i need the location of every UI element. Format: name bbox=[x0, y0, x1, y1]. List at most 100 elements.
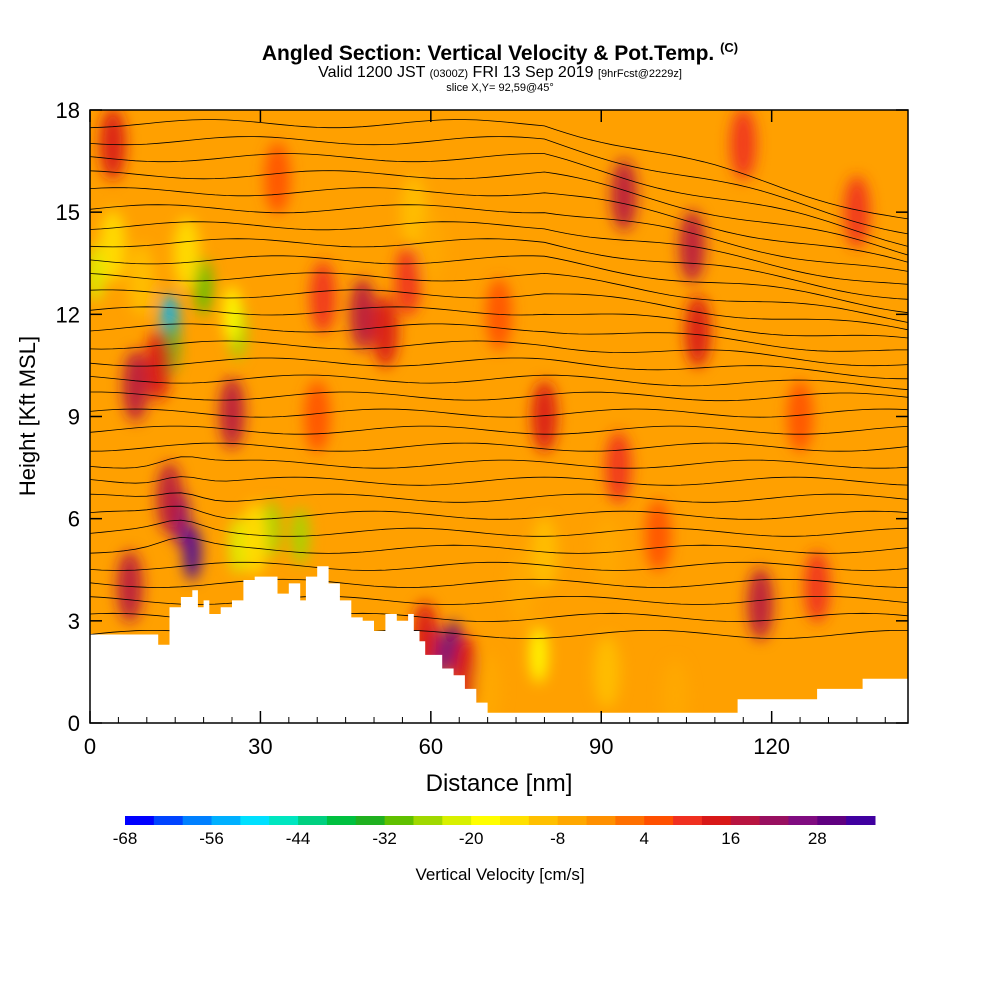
velocity-cell bbox=[219, 377, 246, 450]
colorbar-swatch bbox=[730, 816, 761, 825]
colorbar-tick-label: -32 bbox=[372, 829, 397, 848]
colorbar-tick-label: 4 bbox=[639, 829, 648, 848]
chart-title-block: Angled Section: Vertical Velocity & Pot.… bbox=[0, 36, 1000, 95]
isentrope-contour bbox=[90, 536, 908, 554]
velocity-cell bbox=[194, 259, 213, 316]
velocity-cell bbox=[747, 567, 774, 640]
isentrope-contour bbox=[90, 323, 908, 352]
isentrope-contour bbox=[90, 374, 908, 391]
velocity-cell bbox=[804, 550, 831, 623]
isentrope-contour bbox=[90, 492, 908, 503]
isentrope-contour bbox=[90, 238, 908, 300]
colorbar-swatch bbox=[615, 816, 645, 825]
colorbar-swatch bbox=[384, 816, 414, 825]
isentrope-contour bbox=[90, 170, 908, 256]
terrain-mask bbox=[90, 566, 908, 723]
colorbar-swatch bbox=[298, 816, 328, 825]
velocity-cell bbox=[395, 244, 422, 317]
velocity-cell bbox=[508, 550, 535, 623]
colorbar-swatch bbox=[211, 816, 241, 825]
y-tick-label: 0 bbox=[68, 711, 80, 736]
isentrope-contour bbox=[90, 408, 908, 418]
velocity-cell bbox=[730, 110, 757, 181]
isentrope-contour bbox=[90, 153, 908, 247]
velocity-cell bbox=[662, 659, 689, 723]
y-tick-label: 6 bbox=[68, 507, 80, 532]
isentrope-contour bbox=[90, 204, 908, 272]
isentrope-contour bbox=[90, 456, 908, 469]
isentrope-contour bbox=[90, 442, 908, 452]
colorbar-swatch bbox=[471, 816, 501, 825]
x-tick-label: 120 bbox=[753, 734, 790, 759]
y-tick-label: 18 bbox=[56, 98, 80, 123]
isentrope-contour bbox=[90, 505, 908, 520]
velocity-cell bbox=[529, 626, 548, 683]
isentrope-contour bbox=[90, 187, 908, 263]
velocity-cell bbox=[593, 635, 620, 708]
colorbar-tick-label: -44 bbox=[286, 829, 311, 848]
colorbar-swatch bbox=[586, 816, 616, 825]
colorbar-swatch bbox=[557, 816, 588, 825]
velocity-cell bbox=[372, 295, 399, 368]
colorbar-swatch bbox=[759, 816, 789, 825]
x-tick-label: 90 bbox=[589, 734, 613, 759]
isentrope-contour bbox=[90, 357, 908, 380]
colorbar-swatch bbox=[326, 816, 357, 825]
colorbar-swatch bbox=[125, 816, 155, 825]
colorbar-swatch bbox=[269, 816, 299, 825]
velocity-cell bbox=[684, 295, 711, 368]
colorbar-swatch bbox=[413, 816, 443, 825]
velocity-cell bbox=[304, 380, 331, 453]
velocity-cell bbox=[309, 261, 336, 334]
velocity-cell bbox=[610, 159, 637, 232]
velocity-cell bbox=[241, 503, 268, 576]
chart-subtitle: Valid 1200 JST (0300Z) FRI 13 Sep 2019 [… bbox=[318, 64, 682, 81]
y-tick-label: 15 bbox=[56, 200, 80, 225]
isentrope-contour bbox=[90, 340, 908, 367]
colorbar-swatch bbox=[240, 816, 270, 825]
isentrope-contour bbox=[90, 289, 908, 331]
y-axis-label: Height [Kft MSL] bbox=[15, 336, 40, 496]
isentrope-contour bbox=[90, 519, 908, 537]
velocity-cell bbox=[787, 380, 814, 453]
colorbar-tick-label: 28 bbox=[808, 829, 827, 848]
colorbar-swatch bbox=[673, 816, 703, 825]
title-units: (C) bbox=[720, 40, 739, 55]
colorbar-label: Vertical Velocity [cm/s] bbox=[415, 865, 584, 884]
x-tick-label: 60 bbox=[419, 734, 443, 759]
velocity-cell bbox=[264, 142, 291, 215]
velocity-cell bbox=[291, 507, 310, 564]
isentrope-contour bbox=[90, 476, 908, 486]
velocity-cell bbox=[156, 462, 183, 535]
colorbar-swatch bbox=[442, 816, 472, 825]
colorbar-swatch bbox=[817, 816, 847, 825]
isentrope-contour bbox=[90, 578, 908, 588]
colorbar-swatch bbox=[701, 816, 732, 825]
y-tick-label: 9 bbox=[68, 405, 80, 430]
chart-title: Angled Section: Vertical Velocity & Pot.… bbox=[261, 40, 739, 65]
velocity-cell bbox=[417, 210, 444, 283]
x-tick-label: 0 bbox=[84, 734, 96, 759]
velocity-cell bbox=[223, 286, 242, 343]
colorbar-swatch bbox=[644, 816, 674, 825]
colorbar-swatch bbox=[788, 816, 818, 825]
colorbar-tick-label: -20 bbox=[459, 829, 484, 848]
isentrope-contour bbox=[90, 391, 908, 402]
colorbar-swatch bbox=[182, 816, 213, 825]
velocity-cell bbox=[173, 217, 200, 290]
isentrope-contour bbox=[90, 425, 908, 435]
velocity-cell bbox=[349, 278, 376, 351]
isentrope-contour bbox=[90, 221, 908, 285]
velocity-cell bbox=[122, 349, 149, 422]
isentrope-contour bbox=[90, 306, 908, 339]
colorbar-swatch bbox=[500, 816, 530, 825]
colorbar-tick-label: 16 bbox=[721, 829, 740, 848]
velocity-cell bbox=[531, 516, 558, 589]
y-tick-label: 3 bbox=[68, 609, 80, 634]
colorbar-swatch bbox=[355, 816, 386, 825]
colorbar-tick-label: -8 bbox=[550, 829, 565, 848]
velocity-cell bbox=[99, 110, 126, 181]
colorbar-swatch bbox=[846, 816, 876, 825]
colorbar-tick-label: -68 bbox=[113, 829, 138, 848]
